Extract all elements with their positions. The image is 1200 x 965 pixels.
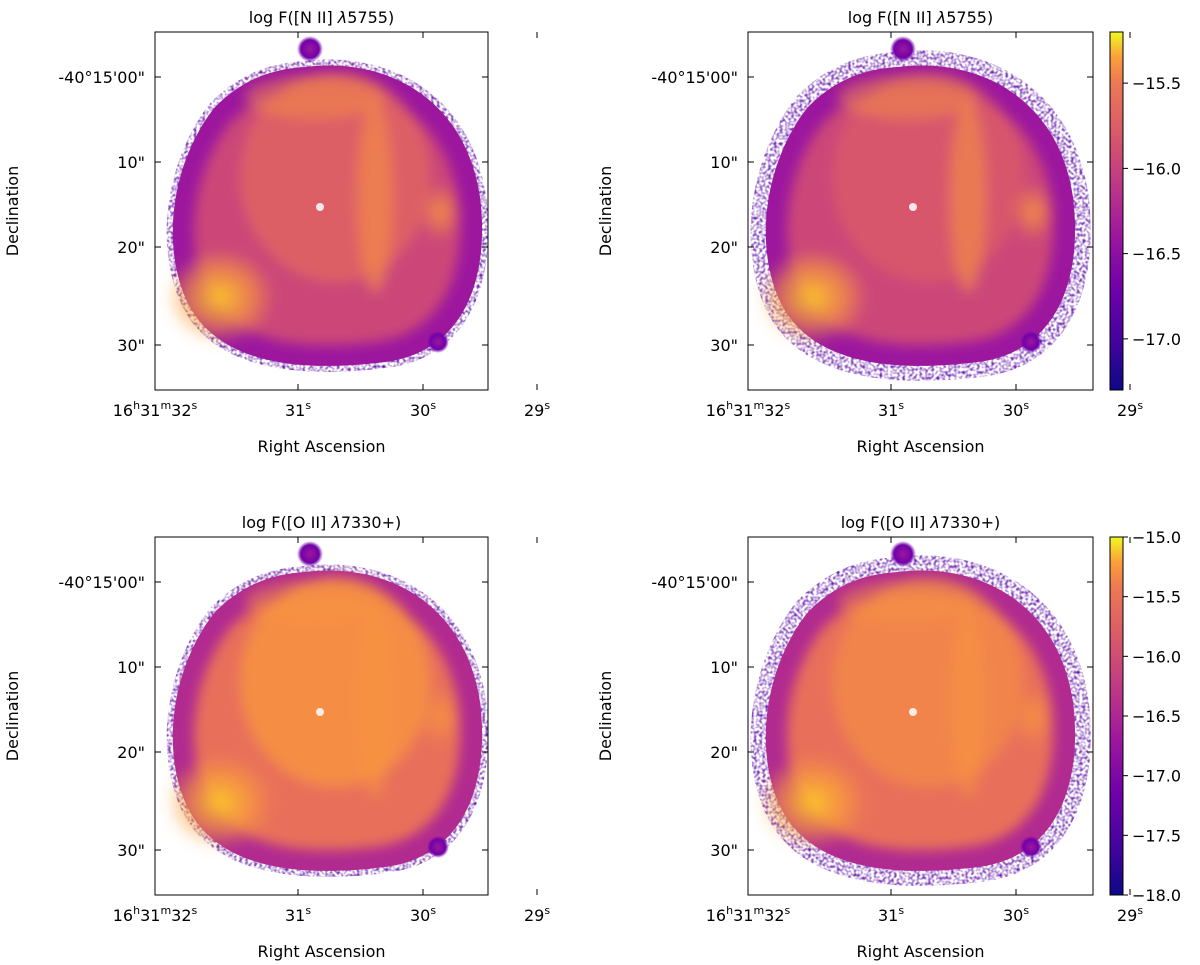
y-tick-label: -40°15'00" bbox=[651, 573, 738, 592]
central-star bbox=[909, 203, 917, 211]
x-tick-label: 16h31m32s bbox=[113, 399, 198, 420]
colorbar: −15.5 −16.0 −16.5 −17.0 bbox=[1109, 31, 1181, 391]
y-tick-label: 30" bbox=[710, 336, 738, 355]
nebula-glow bbox=[165, 72, 462, 346]
y-axis-label: Declination bbox=[3, 166, 22, 256]
y-tick-label: 10" bbox=[710, 153, 738, 172]
x-tick-label: 16h31m32s bbox=[113, 904, 198, 925]
colorbar-tick-label: −16.5 bbox=[1132, 245, 1181, 264]
x-tick-label: 29s bbox=[524, 399, 550, 420]
field-star bbox=[1020, 836, 1042, 858]
colorbar-tick-label: −15.5 bbox=[1132, 74, 1181, 93]
x-axis-label: Right Ascension bbox=[857, 437, 985, 456]
axes-frame bbox=[154, 31, 489, 391]
axes-frame bbox=[747, 31, 1094, 391]
x-axis-label: Right Ascension bbox=[857, 942, 985, 961]
y-tick-label: -40°15'00" bbox=[58, 68, 145, 87]
nebula-glow bbox=[758, 577, 1055, 851]
colorbar-gradient bbox=[1109, 536, 1124, 896]
y-tick-label: -40°15'00" bbox=[651, 68, 738, 87]
x-axis-label: Right Ascension bbox=[258, 437, 386, 456]
nebula-glow bbox=[758, 72, 1055, 346]
panel-3: log F([O II] λ7330+) 16h31m32s 31s 30s 29s -4… bbox=[3, 513, 550, 961]
nebula-image bbox=[165, 36, 488, 372]
y-tick-label: 30" bbox=[117, 336, 145, 355]
x-tick-label: 30s bbox=[410, 399, 436, 420]
x-axis-label: Right Ascension bbox=[258, 942, 386, 961]
y-tick-label: 20" bbox=[710, 743, 738, 762]
nebula-image bbox=[750, 541, 1091, 886]
field-star bbox=[1020, 331, 1042, 353]
central-star bbox=[909, 708, 917, 716]
nebula-image bbox=[165, 541, 488, 877]
colorbar-tick-label: −17.0 bbox=[1132, 767, 1181, 786]
x-tick-label: 31s bbox=[878, 399, 904, 420]
colorbar-tick-label: −16.0 bbox=[1132, 159, 1181, 178]
y-tick-label: 20" bbox=[710, 238, 738, 257]
panel-title: log F([N II] λ5755) bbox=[249, 8, 394, 27]
colorbar-tick-label: −18.0 bbox=[1132, 886, 1181, 905]
y-tick-label: 10" bbox=[710, 658, 738, 677]
panel-title: log F([N II] λ5755) bbox=[848, 8, 993, 27]
y-tick-label: 20" bbox=[117, 238, 145, 257]
field-star bbox=[890, 36, 916, 62]
field-star bbox=[297, 541, 323, 567]
axes-frame bbox=[747, 536, 1094, 896]
x-tick-label: 29s bbox=[524, 904, 550, 925]
y-tick-label: 10" bbox=[117, 658, 145, 677]
y-tick-label: 10" bbox=[117, 153, 145, 172]
colorbar-tick-label: −17.0 bbox=[1132, 330, 1181, 349]
panel-4: log F([O II] λ7330+) 16h31m32s 31s 30s 29s -4… bbox=[596, 513, 1181, 961]
x-tick-label: 30s bbox=[1003, 399, 1029, 420]
x-tick-label: 31s bbox=[285, 904, 311, 925]
y-tick-label: 20" bbox=[117, 743, 145, 762]
colorbar-tick-label: −15.5 bbox=[1132, 588, 1181, 607]
field-star bbox=[297, 36, 323, 62]
field-star bbox=[427, 836, 449, 858]
y-axis-label: Declination bbox=[596, 166, 615, 256]
colorbar-tick-label: −16.5 bbox=[1132, 707, 1181, 726]
nebula-glow bbox=[165, 577, 462, 851]
colorbar: −15.0 −15.5 −16.0 −16.5 −17.0 −17.5 −18.0 bbox=[1109, 528, 1181, 905]
y-axis-label: Declination bbox=[3, 671, 22, 761]
y-tick-label: 30" bbox=[710, 841, 738, 860]
panel-title: log F([O II] λ7330+) bbox=[242, 513, 401, 532]
panel-title: log F([O II] λ7330+) bbox=[841, 513, 1000, 532]
y-axis-label: Declination bbox=[596, 671, 615, 761]
x-tick-label: 30s bbox=[410, 904, 436, 925]
x-tick-label: 29s bbox=[1117, 904, 1143, 925]
panel-2: log F([N II] λ5755) 16h31m32s 31s 30s 29s -40… bbox=[596, 8, 1181, 456]
central-star bbox=[316, 203, 324, 211]
x-tick-label: 16h31m32s bbox=[706, 904, 791, 925]
panel-1: log F([N II] λ5755) 16h31m32s 31s 30s 29s -40… bbox=[3, 8, 550, 456]
y-tick-label: 30" bbox=[117, 841, 145, 860]
x-tick-label: 30s bbox=[1003, 904, 1029, 925]
central-star bbox=[316, 708, 324, 716]
field-star bbox=[427, 331, 449, 353]
colorbar-tick-label: −17.5 bbox=[1132, 826, 1181, 845]
nebula-image bbox=[750, 36, 1091, 381]
x-tick-label: 31s bbox=[878, 904, 904, 925]
colorbar-tick-label: −15.0 bbox=[1132, 528, 1181, 547]
x-tick-label: 16h31m32s bbox=[706, 399, 791, 420]
y-tick-label: -40°15'00" bbox=[58, 573, 145, 592]
field-star bbox=[890, 541, 916, 567]
x-tick-label: 29s bbox=[1117, 399, 1143, 420]
axes-frame bbox=[154, 536, 489, 896]
colorbar-tick-label: −16.0 bbox=[1132, 647, 1181, 666]
x-tick-label: 31s bbox=[285, 399, 311, 420]
colorbar-gradient bbox=[1109, 31, 1124, 391]
